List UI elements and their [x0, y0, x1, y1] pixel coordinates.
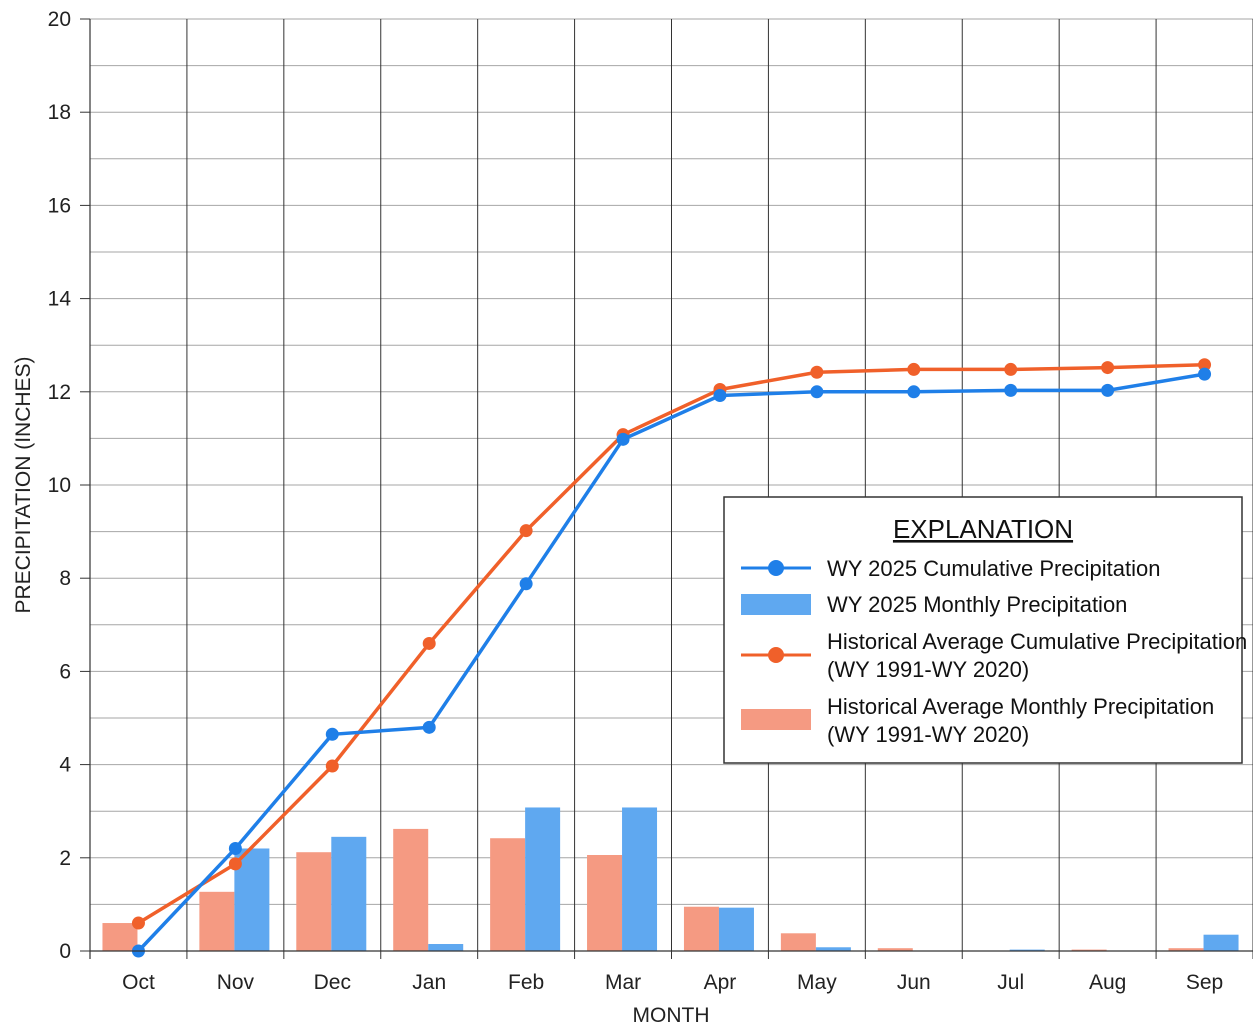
historical-cumulative-point — [325, 759, 339, 773]
y-axis-title: PRECIPITATION (INCHES) — [12, 356, 35, 613]
x-tick-label: Aug — [1089, 971, 1126, 994]
legend-marker-historical-cumulative — [768, 647, 784, 663]
historical-cumulative-point — [228, 857, 242, 871]
x-tick-label: Oct — [122, 971, 155, 994]
bar-historical-monthly — [780, 933, 816, 951]
wy2025-cumulative-point — [519, 577, 533, 591]
x-tick-label: Mar — [605, 971, 641, 994]
grid — [90, 18, 1253, 952]
historical-cumulative-line — [137, 363, 1205, 925]
bar-historical-monthly — [877, 948, 913, 951]
bar-wy2025-monthly — [331, 836, 367, 951]
historical-cumulative-point — [907, 362, 921, 376]
y-tick-label: 8 — [59, 567, 71, 590]
wy2025-cumulative-point — [1198, 367, 1212, 381]
legend-label-historical-cumulative: Historical Average Cumulative Precipitat… — [827, 629, 1247, 654]
y-tick-label: 12 — [48, 381, 71, 404]
y-tick-label: 16 — [48, 194, 71, 217]
wy2025-cumulative-point — [228, 841, 242, 855]
y-tick-label: 20 — [48, 8, 71, 31]
x-tick-label: Jun — [897, 971, 931, 994]
historical-cumulative-point — [131, 916, 145, 930]
bar-historical-monthly — [587, 855, 623, 951]
legend-swatch-historical-monthly — [741, 709, 811, 730]
y-tick-label: 2 — [59, 847, 71, 870]
wy2025-cumulative-point — [713, 389, 727, 403]
historical-cumulative-point — [519, 524, 533, 538]
bars — [102, 807, 1239, 951]
bar-wy2025-monthly — [815, 947, 851, 951]
legend-title: EXPLANATION — [893, 514, 1073, 544]
bar-wy2025-monthly — [622, 807, 658, 951]
lines — [131, 358, 1212, 958]
bar-historical-monthly — [199, 891, 235, 951]
legend-label-historical-monthly-period: (WY 1991-WY 2020) — [827, 722, 1029, 747]
wy2025-cumulative-line — [137, 372, 1205, 953]
bar-historical-monthly — [102, 923, 138, 951]
bar-historical-monthly — [393, 828, 429, 951]
bar-historical-monthly — [1071, 949, 1107, 951]
x-tick-label: Feb — [508, 971, 544, 994]
legend-label-wy2025-cumulative: WY 2025 Cumulative Precipitation — [827, 556, 1160, 581]
y-tick-label: 0 — [59, 940, 71, 963]
historical-cumulative-point — [422, 636, 436, 650]
axes: 0 2 4 6 8 10 12 14 16 18 20 Oct Nov Dec Jan Feb Mar Apr Ma… — [48, 8, 1253, 994]
bar-wy2025-monthly — [1203, 934, 1239, 951]
historical-cumulative-point — [810, 365, 824, 379]
x-tick-label: May — [797, 971, 837, 994]
legend-label-historical-cumulative-period: (WY 1991-WY 2020) — [827, 657, 1029, 682]
bar-wy2025-monthly — [1009, 949, 1045, 951]
x-tick-label: Jul — [997, 971, 1024, 994]
wy2025-cumulative-point — [1101, 383, 1115, 397]
historical-cumulative-point — [1101, 361, 1115, 375]
y-tick-label: 18 — [48, 101, 71, 124]
legend-swatch-wy2025-monthly — [741, 594, 811, 615]
x-axis-title: MONTH — [633, 1004, 710, 1027]
legend-label-historical-monthly: Historical Average Monthly Precipitation — [827, 694, 1214, 719]
x-tick-label: Apr — [704, 971, 737, 994]
legend-marker-wy2025-cumulative — [768, 560, 784, 576]
y-tick-label: 10 — [48, 474, 71, 497]
x-tick-label: Nov — [217, 971, 255, 994]
y-tick-label: 6 — [59, 660, 71, 683]
bar-historical-monthly — [490, 838, 526, 951]
y-tick-label: 4 — [59, 754, 71, 777]
bar-wy2025-monthly — [525, 807, 561, 951]
x-tick-label: Dec — [314, 971, 351, 994]
bar-wy2025-monthly — [428, 944, 464, 951]
wy2025-cumulative-point — [325, 727, 339, 741]
wy2025-cumulative-point — [907, 385, 921, 399]
bar-historical-monthly — [296, 852, 332, 951]
legend-label-wy2025-monthly: WY 2025 Monthly Precipitation — [827, 592, 1127, 617]
historical-cumulative-point — [1198, 358, 1212, 372]
wy2025-cumulative-point — [810, 385, 824, 399]
wy2025-cumulative-point — [616, 432, 630, 446]
x-tick-label: Jan — [412, 971, 446, 994]
historical-cumulative-point — [1004, 362, 1018, 376]
legend: EXPLANATION WY 2025 Cumulative Precipita… — [723, 496, 1247, 764]
bar-historical-monthly — [1168, 948, 1204, 951]
bar-wy2025-monthly — [718, 907, 754, 951]
y-tick-label: 14 — [48, 288, 72, 311]
wy2025-cumulative-point — [1004, 383, 1018, 397]
wy2025-cumulative-point — [422, 720, 436, 734]
bar-historical-monthly — [683, 906, 719, 951]
x-tick-label: Sep — [1186, 971, 1223, 994]
